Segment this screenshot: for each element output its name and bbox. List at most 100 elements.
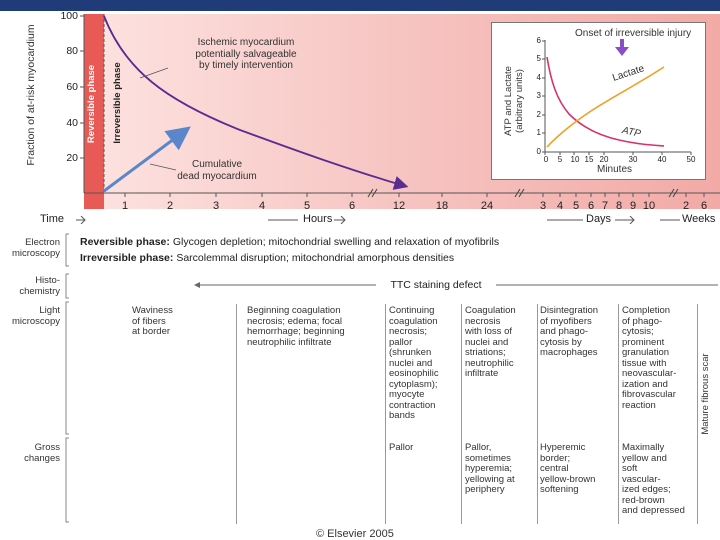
y-tick-label-60: 60	[66, 81, 78, 93]
inset-ytick-3: 3	[536, 91, 541, 100]
row-label-gross: Gross changes	[24, 442, 60, 464]
weeks-line-icon	[660, 219, 680, 221]
hour-tick-1: 1	[121, 200, 129, 212]
inset-xtick-30: 30	[628, 155, 638, 164]
inset-ytick-4: 4	[536, 73, 541, 82]
row-label-light: Light microscopy	[11, 305, 60, 327]
inset-ytick-0: 0	[536, 147, 541, 156]
inset-x-ticks	[544, 152, 692, 155]
column-divider-5	[618, 304, 619, 524]
y-tick-label-80: 80	[66, 45, 78, 57]
y-axis-label: Fraction of at-risk myocardium	[25, 24, 37, 166]
week-tick-2: 2	[682, 200, 690, 212]
inset-xtick-5: 5	[557, 155, 563, 164]
electron-irreversible-title: Irreversible phase:	[80, 252, 174, 264]
light-cell-1: Waviness of fibers at border	[132, 305, 173, 337]
reversible-phase-label: Reversible phase	[86, 64, 97, 144]
row-label-electron: Electron microscopy	[11, 237, 60, 259]
hour-tick-4: 4	[258, 200, 266, 212]
reversible-band	[84, 14, 104, 209]
inset-xtick-20: 20	[599, 155, 609, 164]
hour-tick-2: 2	[166, 200, 174, 212]
inset-xtick-40: 40	[657, 155, 667, 164]
inset-xtick-15: 15	[584, 155, 594, 164]
day-tick-10: 10	[642, 200, 656, 212]
time-arrow-icon	[76, 216, 86, 224]
hour-tick-6: 6	[348, 200, 356, 212]
dead-myocardium-arrow	[103, 126, 191, 193]
weeks-label: Weeks	[682, 213, 716, 225]
hour-tick-12: 12	[392, 200, 406, 212]
gross-cell-2: Pallor, sometimes hyperemia; yellowing a…	[465, 442, 515, 495]
axis-breaks	[367, 188, 679, 198]
day-tick-5: 5	[572, 200, 580, 212]
electron-irreversible-line: Irreversible phase: Sarcolemmal disrupti…	[80, 252, 454, 264]
onset-arrow-shaft	[620, 39, 624, 48]
ischemic-pointer	[139, 67, 169, 79]
gross-cell-4: Maximally yellow and soft vascular- ized…	[622, 442, 685, 516]
day-tick-8: 8	[615, 200, 623, 212]
ttc-staining-label: TTC staining defect	[376, 279, 496, 291]
column-divider-2	[385, 304, 386, 524]
electron-reversible-text: Glycogen depletion; mitochondrial swelli…	[172, 236, 500, 248]
inset-xtick-50: 50	[686, 155, 696, 164]
dead-pointer	[149, 163, 177, 171]
hour-tick-marks	[124, 193, 705, 197]
gross-cell-3: Hyperemic border; central yellow-brown s…	[540, 442, 596, 495]
atp-curve	[546, 56, 665, 147]
inset-x-label: Minutes	[597, 164, 633, 175]
time-axis-label: Time	[40, 213, 65, 225]
inset-ytick-1: 1	[536, 128, 541, 137]
week-tick-6: 6	[700, 200, 708, 212]
electron-reversible-title: Reversible phase:	[80, 236, 170, 248]
irreversible-phase-label: Irreversible phase	[112, 62, 123, 144]
light-cell-3: Continuing coagulation necrosis; pallor …	[389, 305, 439, 421]
column-divider-3	[461, 304, 462, 524]
hours-arrow-icon	[334, 216, 346, 224]
header-bar	[0, 0, 720, 11]
y-tick-label-40: 40	[66, 117, 78, 129]
gross-cell-1: Pallor	[389, 442, 414, 453]
electron-irreversible-text: Sarcolemmal disruption; mitochondrial am…	[176, 252, 455, 264]
hours-line-icon	[268, 219, 298, 221]
inset-ytick-2: 2	[536, 110, 541, 119]
hour-tick-18: 18	[435, 200, 449, 212]
light-cell-5: Disintegration of myofibers and phago- c…	[540, 305, 599, 358]
inset-xtick-10: 10	[570, 155, 580, 164]
light-cell-2: Beginning coagulation necrosis; edema; f…	[247, 305, 345, 348]
mature-scar-label: Mature fibrous scar	[700, 353, 711, 435]
hour-tick-24: 24	[480, 200, 494, 212]
column-divider-6	[697, 304, 698, 524]
y-tick-marks	[80, 15, 84, 159]
y-tick-label-100: 100	[60, 10, 78, 22]
day-tick-7: 7	[601, 200, 609, 212]
ischemic-curve	[103, 15, 409, 190]
day-tick-3: 3	[539, 200, 547, 212]
light-cell-4: Coagulation necrosis with loss of nuclei…	[465, 305, 516, 379]
copyright-footer: © Elsevier 2005	[316, 528, 394, 540]
lactate-curve	[546, 66, 665, 148]
days-arrow-icon	[615, 216, 635, 224]
inset-y-label: ATP and Lactate (arbitrary units)	[503, 66, 525, 136]
day-tick-9: 9	[629, 200, 637, 212]
inset-ytick-5: 5	[536, 54, 541, 63]
day-tick-4: 4	[556, 200, 564, 212]
row-brackets	[65, 233, 69, 523]
inset-panel	[491, 22, 706, 180]
hour-tick-3: 3	[212, 200, 220, 212]
hour-tick-5: 5	[303, 200, 311, 212]
dead-myocardium-annotation: Cumulative dead myocardium	[177, 159, 257, 182]
light-cell-6: Completion of phago- cytosis; prominent …	[622, 305, 677, 411]
ttc-arrow-line	[194, 282, 718, 288]
days-label: Days	[586, 213, 612, 225]
column-divider-1	[236, 304, 237, 524]
onset-arrow-head	[615, 47, 629, 56]
row-label-histochemistry: Histo- chemistry	[19, 275, 60, 297]
inset-xtick-0: 0	[543, 155, 549, 164]
days-line-icon	[547, 219, 583, 221]
electron-reversible-line: Reversible phase: Glycogen depletion; mi…	[80, 236, 499, 248]
inset-title: Onset of irreversible injury	[575, 28, 692, 39]
ischemic-annotation: Ischemic myocardium potentially salvagea…	[195, 37, 297, 71]
hours-label: Hours	[303, 213, 333, 225]
inset-chart	[542, 39, 692, 155]
